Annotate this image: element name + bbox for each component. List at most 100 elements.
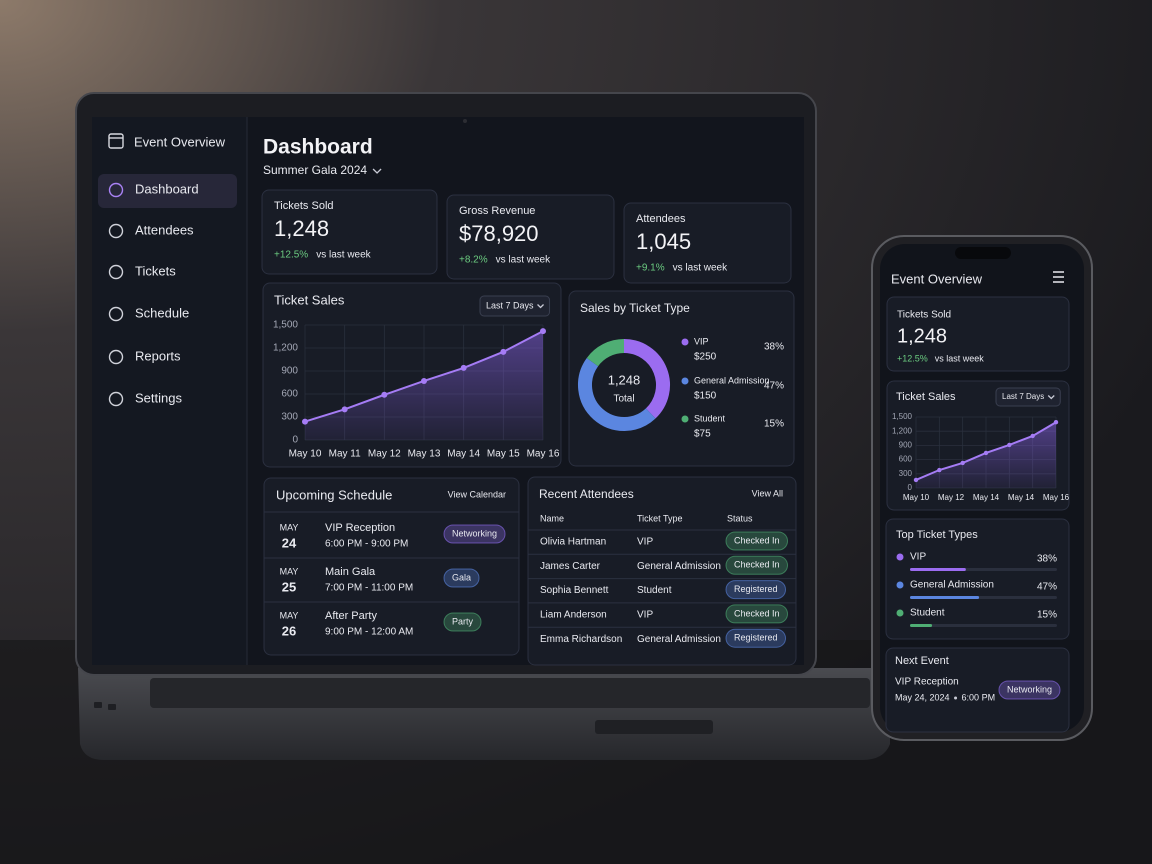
nav-icon [108, 306, 124, 322]
event-name: Main Gala [325, 566, 376, 578]
port [108, 704, 116, 710]
legend-price: $75 [694, 429, 711, 440]
point [960, 460, 965, 466]
column-header: Name [540, 513, 564, 523]
column-header: Status [727, 513, 753, 523]
kpi-change: +8.2% [459, 255, 488, 266]
range-button[interactable] [479, 295, 551, 317]
y-tick-label: 900 [899, 441, 913, 450]
event-select[interactable]: Summer Gala 2024 [263, 163, 367, 177]
event-name: VIP Reception [895, 677, 959, 688]
app-title: Event Overview [891, 271, 983, 286]
legend-dot [681, 338, 689, 346]
tag [725, 604, 789, 624]
y-tick-label: 1,200 [892, 426, 913, 435]
y-tick-label: 1,500 [273, 320, 298, 331]
x-tick-label: May 12 [938, 493, 965, 502]
x-tick-label: May 16 [1043, 493, 1070, 502]
cell: Sophia Bennett [540, 585, 609, 596]
phone: Event Overview Tickets Sold 1,248 +12.5% vs … [871, 235, 1093, 741]
range-button[interactable] [995, 387, 1061, 407]
port [94, 702, 102, 708]
point [1053, 420, 1059, 425]
legend-dot [681, 377, 689, 385]
kpi-value: 1,248 [897, 325, 947, 347]
kpi-label: Tickets Sold [897, 310, 951, 321]
cell: James Carter [540, 561, 601, 572]
point [421, 377, 427, 384]
kpi-note: vs last week [673, 263, 728, 274]
link[interactable]: View All [752, 488, 783, 498]
x-tick-label: May 10 [903, 493, 930, 502]
app-title: Event Overview [134, 134, 226, 149]
date-day: 26 [282, 623, 296, 638]
kpi-change: +12.5% [274, 250, 308, 261]
kpi-note: vs last week [935, 353, 985, 363]
card [885, 518, 1070, 640]
donut-center-value: 1,248 [608, 372, 641, 387]
cell: VIP [637, 610, 653, 621]
cell: Liam Anderson [540, 610, 607, 621]
nav-item[interactable]: Dashboard [135, 181, 199, 196]
card [623, 202, 792, 284]
card [886, 296, 1070, 372]
cell: Student [637, 585, 672, 596]
calendar-icon [108, 133, 124, 149]
range-select[interactable]: Last 7 Days [486, 300, 534, 310]
x-tick-label: May 16 [527, 449, 560, 460]
nav-item[interactable]: Attendees [135, 222, 194, 237]
tag [443, 568, 480, 588]
y-tick-label: 1,200 [273, 343, 298, 354]
card [263, 477, 520, 656]
event-name: After Party [325, 610, 377, 622]
nav-item[interactable]: Settings [135, 390, 182, 405]
donut-segment [623, 339, 670, 419]
tag-label: Registered [734, 584, 778, 594]
phone-notch [955, 247, 1011, 259]
point [500, 348, 507, 355]
separator-dot [954, 696, 958, 700]
area [305, 331, 543, 440]
card-title: Ticket Sales [896, 391, 956, 403]
event-time: 9:00 PM - 12:00 AM [325, 627, 413, 638]
point [913, 477, 919, 483]
y-tick-label: 300 [281, 412, 298, 423]
range-select[interactable]: Last 7 Days [1002, 392, 1044, 401]
event-time: 7:00 PM - 11:00 PM [325, 583, 413, 594]
card-title: Next Event [895, 655, 949, 667]
nav-item[interactable]: Schedule [135, 305, 189, 320]
x-tick-label: May 14 [1008, 493, 1035, 502]
point [1007, 442, 1012, 448]
card-title: Upcoming Schedule [276, 487, 392, 502]
value-label: 47% [764, 381, 784, 392]
bar [910, 568, 966, 571]
date-day: 24 [282, 535, 297, 550]
card-title: Top Ticket Types [896, 529, 978, 541]
x-tick-label: May 14 [973, 493, 1000, 502]
tag [443, 524, 506, 544]
event-date: May 24, 2024 [895, 692, 950, 702]
menu-icon[interactable] [1053, 271, 1064, 283]
event-name: VIP Reception [325, 522, 395, 534]
tag [725, 531, 789, 551]
bar [910, 596, 980, 599]
column-header: Ticket Type [637, 513, 683, 523]
x-tick-label: May 12 [368, 449, 401, 460]
tag-label: Registered [734, 633, 778, 643]
nav-item[interactable]: Reports [135, 348, 181, 363]
bar-label: General Admission [910, 580, 994, 591]
nav-active [98, 174, 237, 208]
link[interactable]: View Calendar [448, 489, 506, 499]
point [540, 328, 546, 335]
card [885, 647, 1070, 733]
nav-icon [108, 391, 124, 407]
point [937, 467, 942, 473]
nav-item[interactable]: Tickets [135, 263, 176, 278]
keyboard [150, 678, 870, 708]
tag [725, 580, 787, 600]
cell: General Admission [637, 561, 721, 572]
nav-icon [108, 349, 124, 365]
